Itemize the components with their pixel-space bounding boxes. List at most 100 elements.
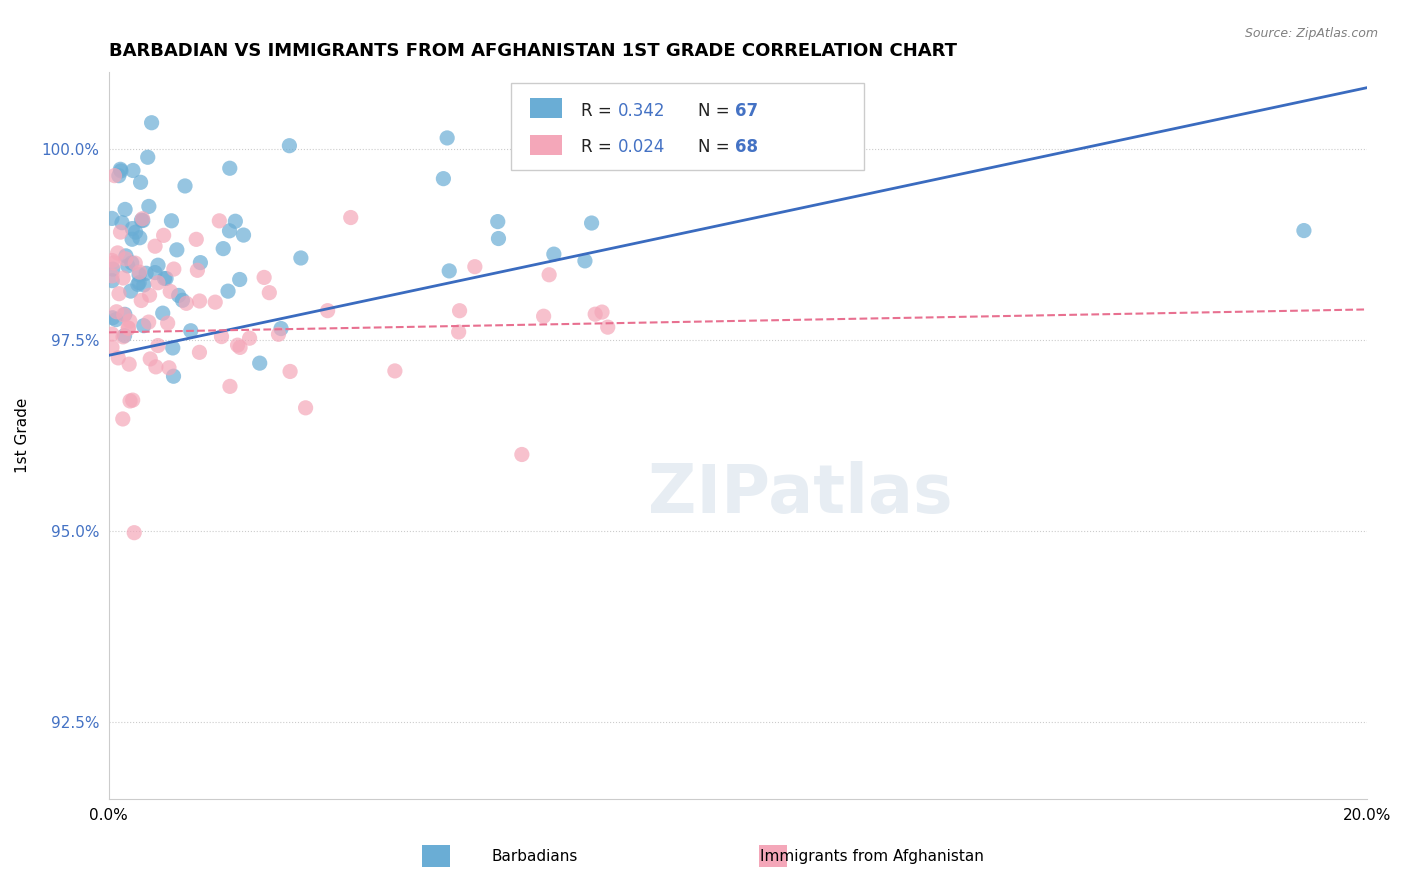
- Text: R =: R =: [581, 102, 617, 120]
- Immigrants from Afghanistan: [163, 262, 186, 277]
- Barbadians: [138, 199, 160, 213]
- Immigrants from Afghanistan: [120, 394, 142, 409]
- Barbadians: [218, 224, 240, 238]
- Text: ZIPatlas: ZIPatlas: [648, 460, 953, 526]
- Immigrants from Afghanistan: [117, 321, 139, 335]
- Barbadians: [135, 266, 157, 280]
- Barbadians: [574, 253, 596, 268]
- Immigrants from Afghanistan: [103, 169, 125, 183]
- Immigrants from Afghanistan: [146, 338, 169, 352]
- Text: N =: N =: [697, 138, 734, 156]
- Immigrants from Afghanistan: [449, 303, 471, 318]
- Barbadians: [432, 171, 454, 186]
- Text: 0.342: 0.342: [619, 102, 666, 120]
- Barbadians: [162, 369, 184, 384]
- Barbadians: [153, 271, 176, 285]
- Immigrants from Afghanistan: [211, 329, 233, 343]
- Barbadians: [167, 288, 190, 302]
- Barbadians: [270, 321, 292, 335]
- Barbadians: [101, 310, 124, 325]
- Barbadians: [290, 251, 312, 265]
- Barbadians: [232, 228, 254, 243]
- Barbadians: [128, 231, 150, 245]
- Immigrants from Afghanistan: [103, 256, 125, 270]
- Immigrants from Afghanistan: [239, 331, 262, 345]
- Barbadians: [212, 242, 235, 256]
- Barbadians: [543, 247, 565, 261]
- Immigrants from Afghanistan: [117, 321, 139, 335]
- Immigrants from Afghanistan: [384, 364, 406, 378]
- Immigrants from Afghanistan: [186, 232, 208, 246]
- Immigrants from Afghanistan: [110, 225, 132, 239]
- Immigrants from Afghanistan: [108, 286, 131, 301]
- Barbadians: [121, 221, 143, 235]
- Barbadians: [128, 276, 150, 290]
- Text: Source: ZipAtlas.com: Source: ZipAtlas.com: [1244, 27, 1378, 40]
- Barbadians: [111, 216, 134, 230]
- Immigrants from Afghanistan: [118, 314, 141, 328]
- Barbadians: [486, 214, 509, 228]
- Text: Barbadians: Barbadians: [491, 849, 578, 863]
- Immigrants from Afghanistan: [253, 270, 276, 285]
- Immigrants from Afghanistan: [596, 320, 619, 334]
- Immigrants from Afghanistan: [591, 305, 613, 319]
- Immigrants from Afghanistan: [188, 345, 211, 359]
- Text: 0.024: 0.024: [619, 138, 665, 156]
- Text: N =: N =: [697, 102, 734, 120]
- Barbadians: [180, 324, 202, 338]
- Immigrants from Afghanistan: [159, 285, 181, 299]
- Immigrants from Afghanistan: [129, 293, 152, 308]
- Immigrants from Afghanistan: [114, 252, 136, 266]
- Barbadians: [117, 259, 139, 273]
- Barbadians: [108, 169, 131, 183]
- Barbadians: [132, 318, 155, 333]
- Barbadians: [1292, 223, 1315, 237]
- Immigrants from Afghanistan: [143, 239, 166, 253]
- Barbadians: [110, 162, 132, 177]
- Barbadians: [146, 258, 169, 272]
- Immigrants from Afghanistan: [101, 253, 124, 268]
- Barbadians: [436, 131, 458, 145]
- Barbadians: [127, 277, 149, 292]
- Immigrants from Afghanistan: [156, 316, 179, 330]
- Barbadians: [114, 307, 136, 321]
- Barbadians: [224, 214, 246, 228]
- FancyBboxPatch shape: [512, 83, 863, 170]
- Barbadians: [488, 231, 510, 245]
- Barbadians: [249, 356, 271, 370]
- Barbadians: [439, 264, 461, 278]
- Immigrants from Afghanistan: [259, 285, 281, 300]
- Text: 68: 68: [735, 138, 758, 156]
- Immigrants from Afghanistan: [583, 307, 606, 321]
- Immigrants from Afghanistan: [112, 271, 135, 285]
- Barbadians: [105, 312, 128, 326]
- Barbadians: [217, 284, 239, 298]
- Barbadians: [114, 202, 136, 217]
- Immigrants from Afghanistan: [204, 295, 226, 310]
- Immigrants from Afghanistan: [101, 340, 124, 354]
- Barbadians: [166, 243, 188, 257]
- Barbadians: [218, 161, 240, 176]
- FancyBboxPatch shape: [530, 135, 562, 154]
- Immigrants from Afghanistan: [208, 214, 231, 228]
- Immigrants from Afghanistan: [447, 325, 470, 339]
- Text: 67: 67: [735, 102, 758, 120]
- Barbadians: [114, 328, 136, 343]
- Barbadians: [122, 163, 145, 178]
- Barbadians: [129, 175, 152, 189]
- Barbadians: [101, 211, 124, 226]
- Barbadians: [101, 274, 124, 288]
- Immigrants from Afghanistan: [146, 276, 169, 290]
- Barbadians: [121, 232, 143, 246]
- Barbadians: [228, 272, 250, 286]
- Immigrants from Afghanistan: [122, 525, 145, 540]
- Barbadians: [162, 341, 184, 355]
- Y-axis label: 1st Grade: 1st Grade: [15, 398, 30, 474]
- Barbadians: [152, 306, 174, 320]
- Immigrants from Afghanistan: [128, 265, 150, 279]
- Immigrants from Afghanistan: [186, 263, 208, 277]
- Immigrants from Afghanistan: [112, 308, 135, 322]
- Immigrants from Afghanistan: [138, 288, 160, 302]
- Immigrants from Afghanistan: [112, 330, 135, 344]
- Barbadians: [101, 262, 124, 277]
